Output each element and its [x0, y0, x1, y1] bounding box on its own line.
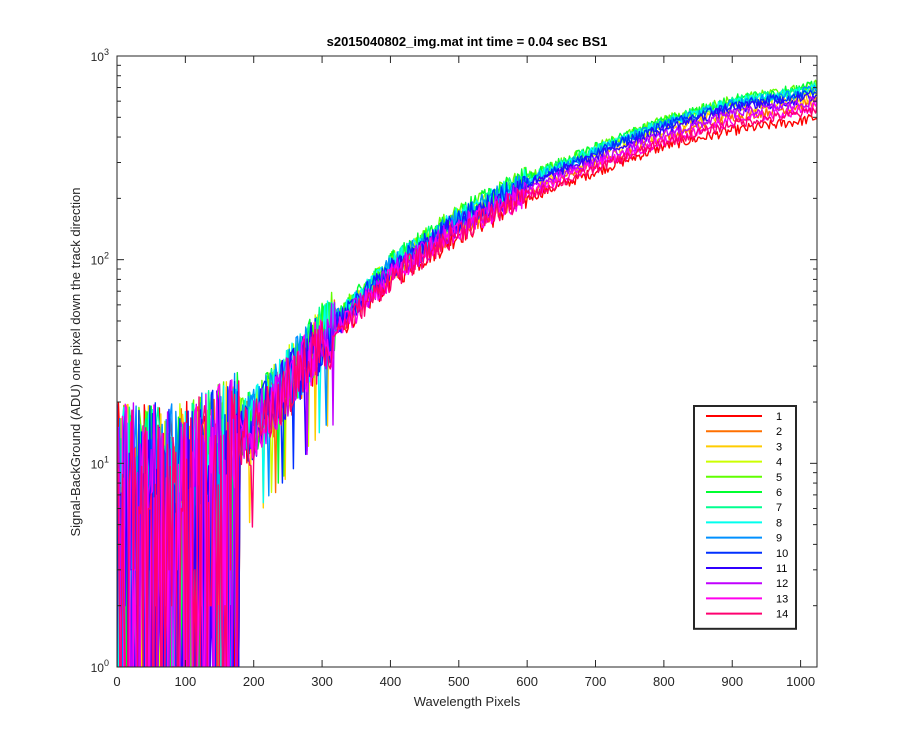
x-tick-label: 300 — [311, 674, 333, 689]
chart-title: s2015040802_img.mat int time = 0.04 sec … — [327, 34, 608, 49]
y-tick-label: 103 — [91, 47, 109, 64]
x-tick-label: 100 — [175, 674, 197, 689]
legend-label: 10 — [776, 548, 788, 560]
legend-label: 13 — [776, 593, 788, 605]
series-line-14 — [117, 105, 817, 667]
axes-box — [116, 55, 818, 668]
x-axis-label: Wavelength Pixels — [414, 694, 521, 709]
legend-label: 14 — [776, 609, 788, 621]
x-tick-label: 500 — [448, 674, 470, 689]
x-tick-label: 900 — [721, 674, 743, 689]
legend-label: 3 — [776, 441, 782, 453]
legend-label: 9 — [776, 533, 782, 545]
legend-label: 7 — [776, 502, 782, 514]
x-tick-label: 0 — [113, 674, 120, 689]
x-tick-label: 1000 — [786, 674, 815, 689]
legend-label: 12 — [776, 578, 788, 590]
legend-label: 2 — [776, 426, 782, 438]
legend-label: 1 — [776, 411, 782, 423]
axes-layer: 0 100 200 300 400 500 600 700 800 900 100010010110… — [91, 47, 818, 689]
legend-box — [693, 405, 797, 630]
x-tick-label: 200 — [243, 674, 265, 689]
x-tick-label: 600 — [516, 674, 538, 689]
x-tick-label: 400 — [380, 674, 402, 689]
series-layer — [117, 79, 817, 667]
legend-label: 11 — [776, 563, 787, 575]
legend-label: 6 — [776, 487, 782, 499]
x-tick-label: 800 — [653, 674, 675, 689]
legend-label: 4 — [776, 457, 782, 469]
y-axis-label: Signal-BackGround (ADU) one pixel down t… — [68, 187, 83, 536]
x-tick-label: 700 — [585, 674, 607, 689]
legend-label: 5 — [776, 472, 782, 484]
y-tick-label: 101 — [91, 454, 109, 471]
legend-label: 8 — [776, 517, 782, 529]
y-tick-label: 102 — [91, 251, 109, 268]
y-tick-label: 100 — [91, 658, 109, 675]
